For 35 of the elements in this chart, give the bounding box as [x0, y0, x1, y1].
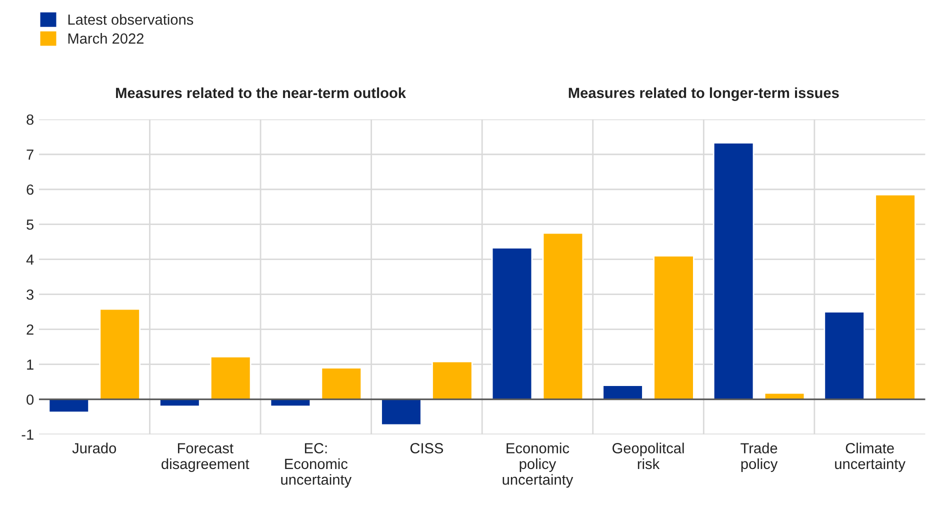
- bar: [210, 356, 252, 400]
- x-tick-label: CISS: [410, 443, 444, 454]
- y-tick-label: 4: [26, 254, 34, 265]
- y-tick-label: 8: [26, 114, 34, 125]
- bar: [491, 247, 533, 400]
- text: Measures related to the near-term outlook: [116, 87, 406, 98]
- bar: [380, 398, 422, 426]
- bar: [874, 194, 916, 400]
- y-tick-label: 2: [26, 324, 34, 335]
- x-tick-label: Jurado: [72, 442, 116, 454]
- x-tick-label: Climate uncertainty: [835, 442, 906, 472]
- x-tick-label: Forecast disagreement: [162, 443, 250, 472]
- y-tick-label: 7: [26, 150, 34, 160]
- bar: [542, 232, 584, 400]
- x-tick-label: EC: Economic uncertainty: [281, 443, 352, 488]
- x-tick-label: Trade policy: [740, 442, 778, 472]
- bar: [320, 367, 362, 400]
- y-tick-label: 1: [27, 360, 34, 370]
- legend-label: Latest observations: [68, 14, 194, 25]
- y-tick-label: 3: [26, 289, 34, 300]
- bar: [824, 311, 865, 400]
- y-tick-label: 5: [26, 220, 34, 230]
- x-tick-label: Economic policy uncertainty: [502, 442, 574, 488]
- legend-label: March 2022: [68, 33, 144, 44]
- y-tick-label: 0: [26, 394, 34, 405]
- x-tick-label: Geopolitcal risk: [612, 442, 684, 470]
- y-tick-label: 6: [26, 184, 34, 195]
- bar: [653, 255, 694, 400]
- bar: [48, 398, 90, 413]
- y-tick-label: -1: [22, 430, 34, 440]
- text: Measures related to longer-term issues: [568, 87, 839, 102]
- bar: [432, 360, 473, 400]
- bar: [99, 308, 140, 400]
- bar: [712, 142, 754, 400]
- bar: [602, 384, 644, 400]
